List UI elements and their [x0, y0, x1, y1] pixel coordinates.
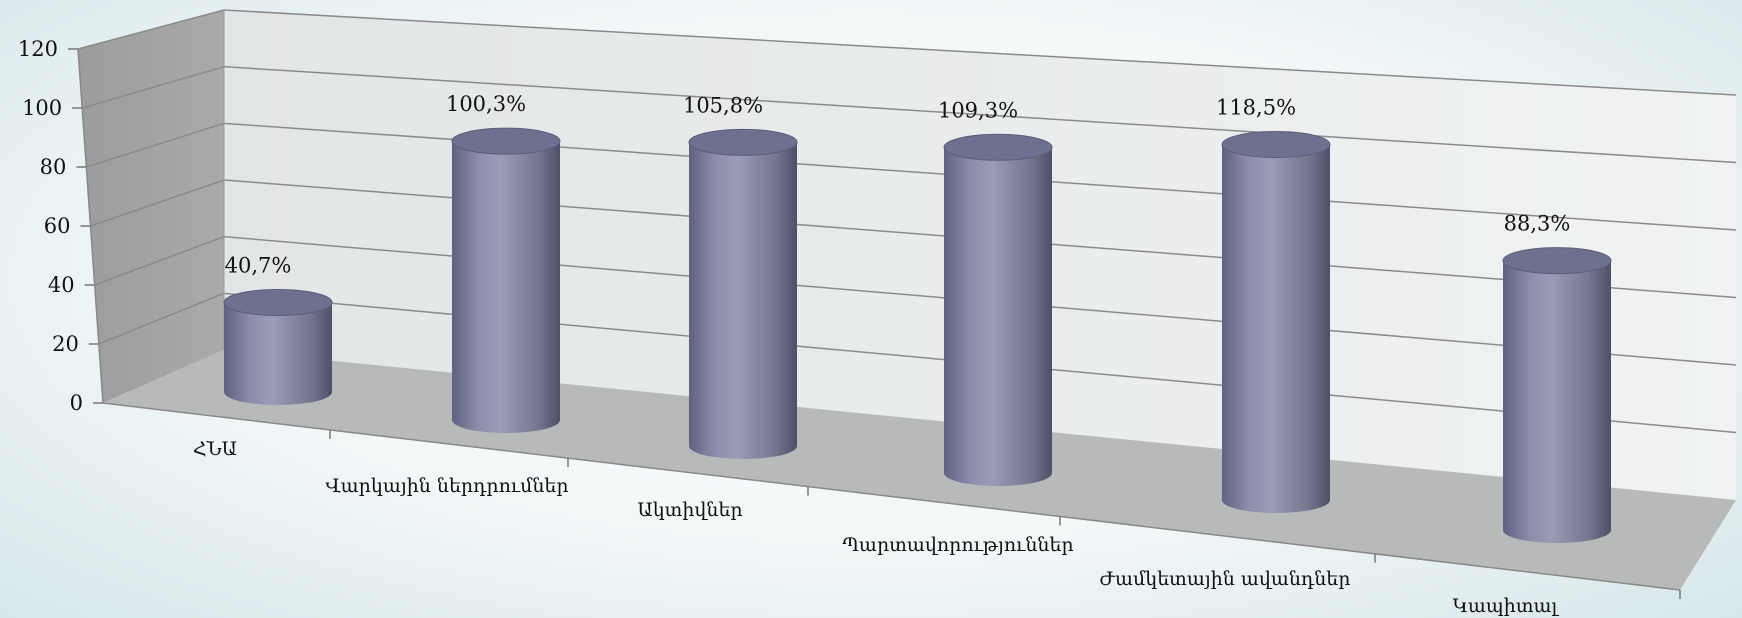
- data-label: 40,7%: [225, 253, 292, 277]
- bars: [223, 127, 1612, 543]
- x-category-label: Ժամկետային ավանդներ: [1100, 568, 1351, 590]
- bar-top: [943, 133, 1053, 161]
- bar-cylinder: [688, 128, 798, 459]
- side-gridline: [94, 235, 225, 286]
- bar-top: [688, 128, 798, 156]
- back-gridline: [223, 65, 1737, 164]
- bar-body: [689, 142, 797, 459]
- data-labels: 40,7% 100,3% 105,8% 109,3% 118,5% 88,3%: [225, 92, 1571, 277]
- x-axis-category-labels: ՀՆԱ Վարկային ներդրումներ Ակտիվներ Պարտավորո…: [193, 438, 1560, 617]
- data-label: 118,5%: [1216, 96, 1296, 120]
- data-label: 109,3%: [938, 98, 1018, 122]
- y-tick-label: 80: [40, 155, 67, 179]
- y-tick-label: 40: [48, 273, 75, 297]
- bar-body: [944, 147, 1052, 486]
- bar-body: [452, 141, 560, 433]
- data-label: 100,3%: [446, 92, 526, 116]
- y-tick-label: 0: [70, 391, 83, 415]
- y-axis-line: [77, 48, 104, 404]
- y-tick-label: 100: [22, 96, 62, 120]
- chart-side-wall: [78, 10, 224, 403]
- x-category-label: Ակտիվներ: [637, 499, 742, 521]
- y-axis-tick-labels: 0 20 40 60 80 100 120: [18, 37, 83, 415]
- bar-top: [223, 288, 333, 316]
- bar-top: [451, 127, 561, 155]
- x-category-label: ՀՆԱ: [193, 438, 237, 460]
- data-label: 88,3%: [1504, 212, 1571, 236]
- side-gridline: [86, 122, 225, 168]
- side-gridline: [90, 179, 225, 227]
- y-tick-label: 60: [44, 214, 71, 238]
- y-tick-label: 20: [52, 332, 79, 356]
- x-category-label: Կապիտալ: [1453, 595, 1560, 617]
- side-gridline: [81, 65, 225, 109]
- x-category-label: Վարկային ներդրումներ: [325, 475, 568, 497]
- bar-cylinder: [451, 127, 561, 433]
- bar-top: [1221, 131, 1331, 158]
- bar-cylinder: [1502, 247, 1612, 543]
- data-label: 105,8%: [683, 93, 763, 117]
- bar-cylinder: [223, 288, 333, 405]
- axes: [68, 10, 1681, 599]
- y-tick-label: 120: [18, 37, 58, 61]
- bar-body: [224, 302, 332, 405]
- bar-top: [1502, 247, 1612, 275]
- bar-body: [1503, 260, 1611, 543]
- x-category-label: Պարտավորություններ: [842, 534, 1073, 556]
- side-gridline: [98, 292, 225, 345]
- bar-cylinder: [943, 133, 1053, 486]
- bar-cylinder: [1221, 131, 1331, 513]
- bar-body: [1222, 144, 1330, 513]
- back-gridline: [223, 9, 1737, 96]
- side-gridline: [77, 9, 225, 50]
- x-axis-line: [102, 402, 1681, 591]
